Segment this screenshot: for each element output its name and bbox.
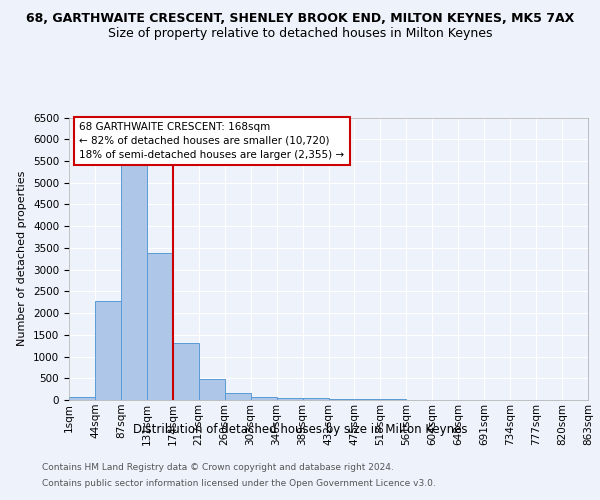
Bar <box>329 398 355 400</box>
Bar <box>147 252 173 400</box>
Bar <box>251 396 277 400</box>
Y-axis label: Number of detached properties: Number of detached properties <box>17 171 28 346</box>
Text: Size of property relative to detached houses in Milton Keynes: Size of property relative to detached ho… <box>108 28 492 40</box>
Bar <box>69 396 95 400</box>
Bar <box>302 398 329 400</box>
Text: Contains public sector information licensed under the Open Government Licence v3: Contains public sector information licen… <box>42 478 436 488</box>
Bar <box>173 343 199 400</box>
Bar <box>225 393 251 400</box>
Text: 68 GARTHWAITE CRESCENT: 168sqm
← 82% of detached houses are smaller (10,720)
18%: 68 GARTHWAITE CRESCENT: 168sqm ← 82% of … <box>79 122 344 160</box>
Bar <box>121 164 147 400</box>
Bar <box>277 398 302 400</box>
Bar <box>199 379 224 400</box>
Text: Distribution of detached houses by size in Milton Keynes: Distribution of detached houses by size … <box>133 422 467 436</box>
Bar <box>355 399 380 400</box>
Text: Contains HM Land Registry data © Crown copyright and database right 2024.: Contains HM Land Registry data © Crown c… <box>42 464 394 472</box>
Text: 68, GARTHWAITE CRESCENT, SHENLEY BROOK END, MILTON KEYNES, MK5 7AX: 68, GARTHWAITE CRESCENT, SHENLEY BROOK E… <box>26 12 574 26</box>
Bar <box>95 302 121 400</box>
